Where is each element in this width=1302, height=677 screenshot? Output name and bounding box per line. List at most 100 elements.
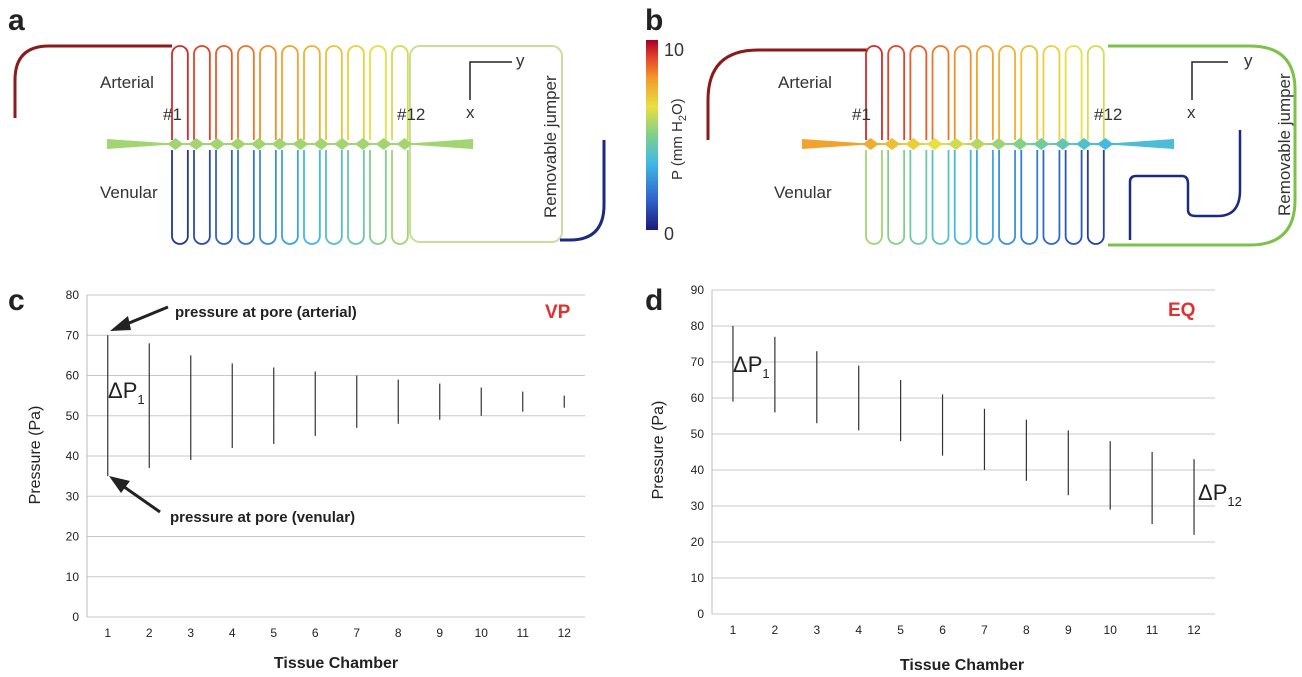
x-tick-label: 11 — [517, 626, 530, 640]
arrow-venular — [109, 476, 161, 514]
channel-loop — [909, 150, 928, 245]
channel-loop — [325, 150, 343, 245]
y-tick-label: 40 — [691, 463, 705, 477]
channel-loop — [953, 45, 972, 140]
x-tick-label: 1 — [730, 623, 737, 637]
channel-loop — [193, 150, 211, 245]
tissue-chamber — [1054, 138, 1071, 150]
x-tick-label: 10 — [1104, 623, 1118, 637]
tissue-chamber — [948, 138, 964, 150]
venular-loops — [171, 150, 409, 245]
channel-loop — [347, 150, 365, 245]
venular-label: Venular — [774, 183, 832, 202]
y-tick-label: 60 — [691, 391, 705, 405]
x-tick-label: 7 — [353, 626, 360, 640]
y-tick-label: 80 — [691, 319, 705, 333]
colorbar-max: 10 — [664, 40, 684, 60]
y-tick-label: 40 — [66, 449, 80, 463]
jumper-label: Removable jumper — [541, 75, 560, 218]
axis-y-label: y — [516, 51, 525, 70]
tissue-chamber — [1076, 138, 1092, 150]
delta-p12-label: ΔP12 — [1198, 480, 1242, 509]
x-tick-label: 3 — [813, 623, 820, 637]
venular-label: Venular — [100, 183, 158, 202]
x-tick-label: 4 — [855, 623, 862, 637]
y-tick-label: 60 — [66, 369, 80, 383]
channel-loop — [909, 45, 928, 140]
chart-d-tag: EQ — [1168, 300, 1195, 321]
jumper-loop — [1108, 44, 1297, 247]
x-tick-label: 4 — [229, 626, 236, 640]
channel-loop — [865, 45, 883, 140]
inlet-taper — [802, 139, 860, 149]
axes-indicator — [469, 61, 512, 100]
chart-c-y-ticks: 0 10 20 30 40 50 60 70 80 — [66, 288, 80, 624]
channel-loop — [931, 45, 950, 140]
channel-loop — [976, 150, 994, 245]
channel-loop — [887, 45, 906, 140]
tissue-chamber — [167, 138, 184, 150]
venular-outlet-line — [1128, 130, 1242, 240]
x-tick-label: 12 — [1187, 623, 1201, 637]
channel-loop — [1064, 45, 1083, 140]
y-tick-label: 20 — [66, 530, 80, 544]
tissue-chamber — [188, 138, 205, 150]
y-tick-label: 0 — [697, 607, 704, 621]
x-tick-label: 9 — [1065, 623, 1072, 637]
channel-loop — [259, 45, 277, 140]
tissue-chamber — [229, 138, 246, 150]
channel-loop — [998, 150, 1016, 245]
colorbar-label: P (mm H2O) — [669, 98, 689, 180]
x-tick-label: 10 — [475, 626, 489, 640]
channel-loop — [193, 45, 211, 140]
x-tick-label: 7 — [981, 623, 988, 637]
chart-c-x-ticks: 1 2 3 4 5 6 7 8 9 10 11 12 — [104, 626, 571, 640]
chart-c-bars — [107, 335, 565, 477]
arterial-inlet-line — [706, 48, 868, 140]
channel-loop — [259, 150, 277, 245]
channel-loop — [171, 150, 189, 245]
channel-loop — [1042, 150, 1061, 245]
tissue-chamber — [969, 138, 986, 150]
channel-loop — [215, 45, 233, 140]
jumper-label: Removable jumper — [1275, 73, 1294, 216]
channel-loop — [281, 150, 299, 245]
x-tick-label: 9 — [436, 626, 443, 640]
arterial-loops — [171, 45, 409, 140]
arrow-arterial — [110, 305, 169, 331]
inlet-taper — [107, 139, 165, 149]
arterial-inlet-line — [13, 44, 172, 118]
x-tick-label: 5 — [897, 623, 904, 637]
delta-p1-label: ΔP1 — [733, 352, 770, 381]
chart-d-xlabel: Tissue Chamber — [900, 657, 1024, 674]
tissue-chamber — [292, 138, 309, 150]
channel-loop — [369, 150, 387, 245]
tissue-chamber — [884, 138, 900, 150]
tissue-chamber — [334, 138, 351, 150]
tissue-chamber — [862, 138, 879, 150]
x-tick-label: 1 — [104, 626, 111, 640]
chart-d-ylabel: Pressure (Pa) — [650, 401, 667, 500]
axes-indicator — [1191, 61, 1228, 100]
chamber-last-label: #12 — [397, 105, 425, 124]
chart-c-tag: VP — [545, 302, 571, 323]
x-tick-label: 12 — [558, 626, 572, 640]
diagram-a: Arterial Venular #1 #12 y x Removable ju… — [13, 44, 606, 245]
chart-d-y-ticks: 0 10 20 30 40 50 60 70 80 90 — [691, 283, 705, 621]
axis-x-label: x — [466, 103, 475, 122]
tissue-chamber — [1033, 138, 1050, 150]
channel-loop — [391, 45, 409, 140]
colorbar-gradient — [646, 40, 658, 230]
tissue-chamber — [990, 138, 1007, 150]
channel-loop — [369, 45, 387, 140]
y-tick-label: 10 — [691, 571, 705, 585]
axis-y-label: y — [1244, 51, 1253, 70]
outlet-taper — [415, 139, 473, 149]
x-tick-label: 11 — [1146, 623, 1159, 637]
y-tick-label: 70 — [691, 355, 705, 369]
tissue-chamber — [1012, 138, 1028, 150]
tissue-chamber — [250, 138, 267, 150]
tissue-chamber — [354, 138, 371, 150]
